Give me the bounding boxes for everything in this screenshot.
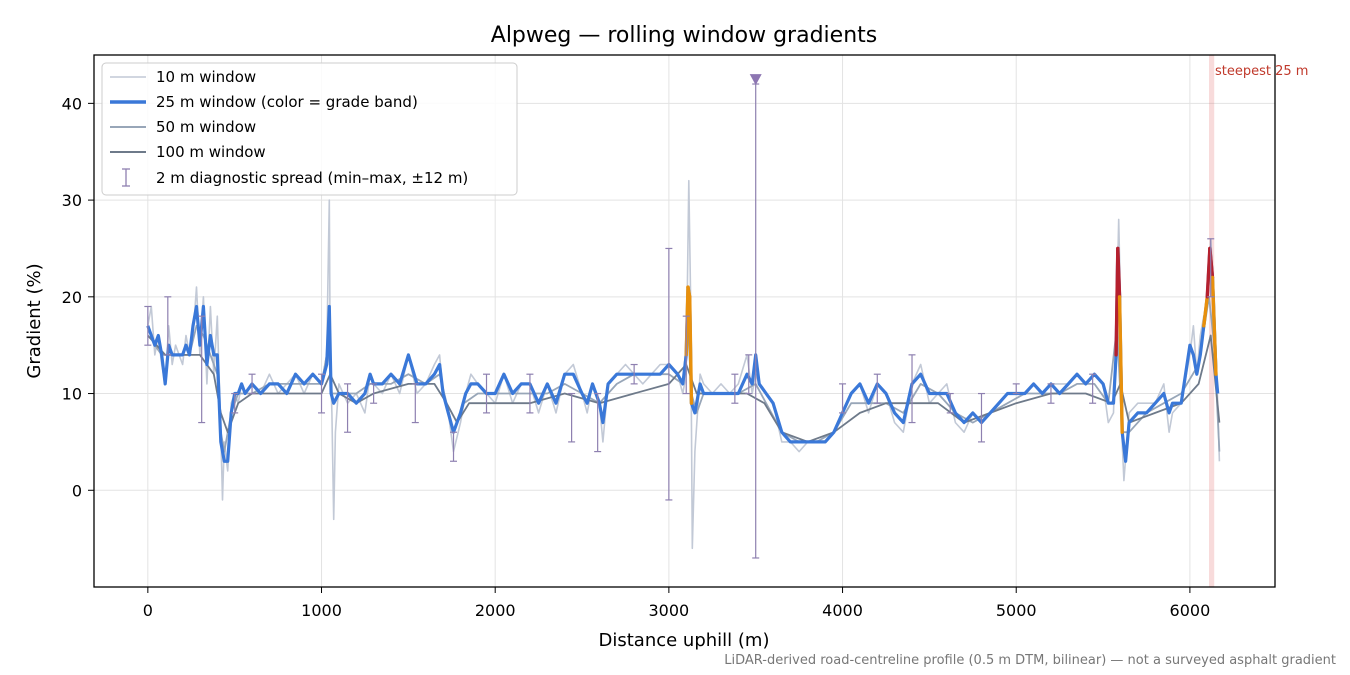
series-line-1 — [146, 246, 1220, 463]
legend-label-25m: 25 m window (color = grade band) — [156, 93, 418, 111]
error-bar — [873, 373, 881, 404]
error-bar — [908, 354, 916, 424]
error-bar — [752, 83, 760, 559]
x-tick-label: 6000 — [1170, 601, 1211, 620]
series-lines — [146, 179, 1221, 550]
x-tick-label: 0 — [143, 601, 153, 620]
error-bar — [665, 247, 673, 501]
error-bar — [630, 363, 638, 385]
error-bar — [568, 392, 576, 443]
error-bar — [344, 383, 352, 433]
error-bar — [164, 296, 172, 356]
grade-band-segment — [688, 295, 694, 405]
y-tick-label: 30 — [62, 191, 82, 210]
x-tick-label: 3000 — [649, 601, 690, 620]
error-bar — [977, 392, 985, 443]
error-bar — [839, 383, 847, 414]
error-bar — [745, 354, 753, 395]
error-bar — [682, 315, 690, 395]
y-tick-label: 10 — [62, 385, 82, 404]
error-bar — [526, 373, 534, 414]
grade-band-segment — [1210, 275, 1218, 376]
grade-band-segment — [1202, 295, 1209, 328]
error-bar — [370, 383, 378, 404]
legend-label-50m: 50 m window — [156, 118, 256, 136]
y-tick-label: 40 — [62, 94, 82, 113]
error-bar — [231, 392, 239, 414]
plot-area-frame — [93, 54, 1276, 588]
legend-swatch-errorbar — [122, 168, 130, 187]
y-axis-label: Gradient (%) — [24, 263, 45, 378]
legend-label-errorbar: 2 m diagnostic spread (min–max, ±12 m) — [156, 169, 468, 187]
peak-marker-icon — [749, 74, 762, 86]
error-bars — [144, 83, 1215, 559]
x-tick-label: 4000 — [822, 601, 863, 620]
legend-label-10m: 10 m window — [156, 68, 256, 86]
marker — [749, 74, 762, 86]
error-bar — [946, 392, 954, 414]
steepest-annotation-label: steepest 25 m — [1215, 64, 1308, 79]
error-bar — [450, 431, 458, 462]
axis-ticks: 0 1000 2000 3000 4000 5000 6000 0 10 20 30 40 — [62, 94, 1211, 620]
error-bar — [1089, 373, 1097, 404]
error-bar — [594, 392, 602, 453]
y-tick-label: 0 — [72, 481, 82, 500]
error-bar — [1047, 383, 1055, 404]
x-tick-label: 1000 — [301, 601, 342, 620]
chart-title: Alpweg — rolling window gradients — [491, 23, 877, 48]
x-tick-label: 5000 — [996, 601, 1037, 620]
error-bar — [198, 315, 206, 424]
x-tick-label: 2000 — [475, 601, 516, 620]
error-bar — [144, 305, 152, 346]
legend-label-100m: 100 m window — [156, 143, 266, 161]
y-tick-label: 20 — [62, 288, 82, 307]
footnote: LiDAR-derived road-centreline profile (0… — [724, 653, 1336, 668]
grade-band-segment — [1116, 246, 1122, 299]
error-bar — [1012, 383, 1020, 395]
error-bar — [318, 373, 326, 414]
error-bar — [731, 373, 739, 404]
grade-band-segment — [1117, 295, 1124, 434]
legend-box — [101, 62, 518, 196]
error-bar — [411, 383, 419, 424]
error-bar — [1207, 238, 1215, 298]
x-axis-label: Distance uphill (m) — [599, 630, 770, 651]
error-bar — [483, 373, 491, 414]
legend: 10 m window 25 m window (color = grade b… — [101, 62, 518, 196]
error-bar — [248, 373, 256, 395]
